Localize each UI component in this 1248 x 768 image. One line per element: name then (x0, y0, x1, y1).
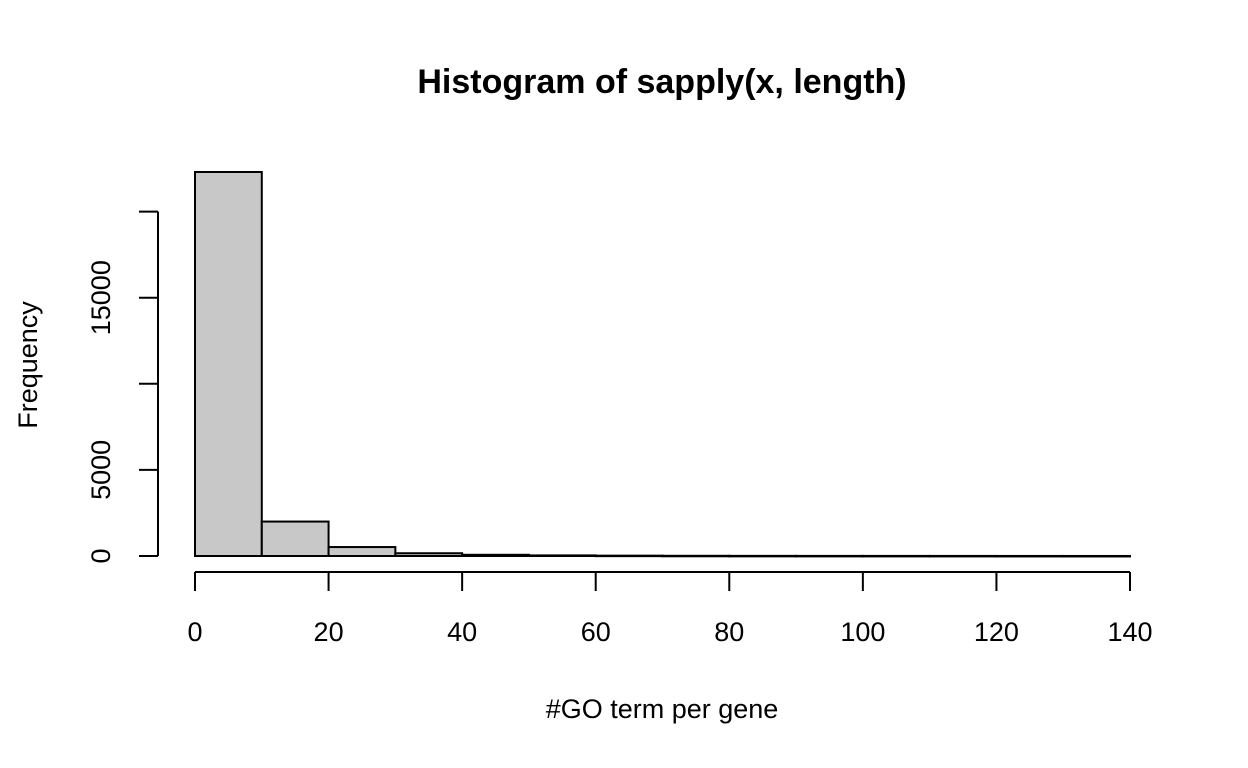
x-axis: 0 20 40 60 80 100 120 140 (187, 571, 1153, 647)
y-tick-label: 15000 (86, 260, 116, 335)
chart-title: Histogram of sapply(x, length) (417, 63, 906, 101)
y-axis: 0 5000 15000 (86, 210, 159, 564)
bars-group (194, 171, 1131, 558)
x-tick-label: 40 (447, 617, 477, 647)
y-tick-label: 5000 (86, 440, 116, 500)
histogram-bar (1062, 554, 1131, 558)
histogram-bar (194, 171, 263, 557)
histogram-bar (995, 554, 1065, 558)
x-tick-label: 60 (581, 617, 611, 647)
histogram-bar (260, 520, 330, 558)
histogram-bar (728, 554, 798, 558)
y-tick-label: 0 (86, 548, 116, 563)
histogram-bar (928, 554, 998, 558)
x-tick-label: 20 (314, 617, 344, 647)
histogram-bar (394, 552, 464, 558)
x-tick-label: 0 (187, 617, 202, 647)
histogram-bar (661, 554, 731, 558)
histogram-bar (327, 546, 397, 557)
histogram-bar (461, 553, 530, 557)
x-tick-label: 120 (974, 617, 1019, 647)
x-tick-label: 140 (1107, 617, 1152, 647)
histogram-bar (861, 554, 931, 558)
x-axis-label: #GO term per gene (546, 694, 779, 724)
y-axis-label: Frequency (13, 301, 43, 429)
x-tick-label: 100 (840, 617, 885, 647)
histogram-bar (527, 554, 597, 558)
histogram-bar (795, 554, 864, 558)
histogram-bar (594, 554, 664, 558)
x-tick-label: 80 (714, 617, 744, 647)
